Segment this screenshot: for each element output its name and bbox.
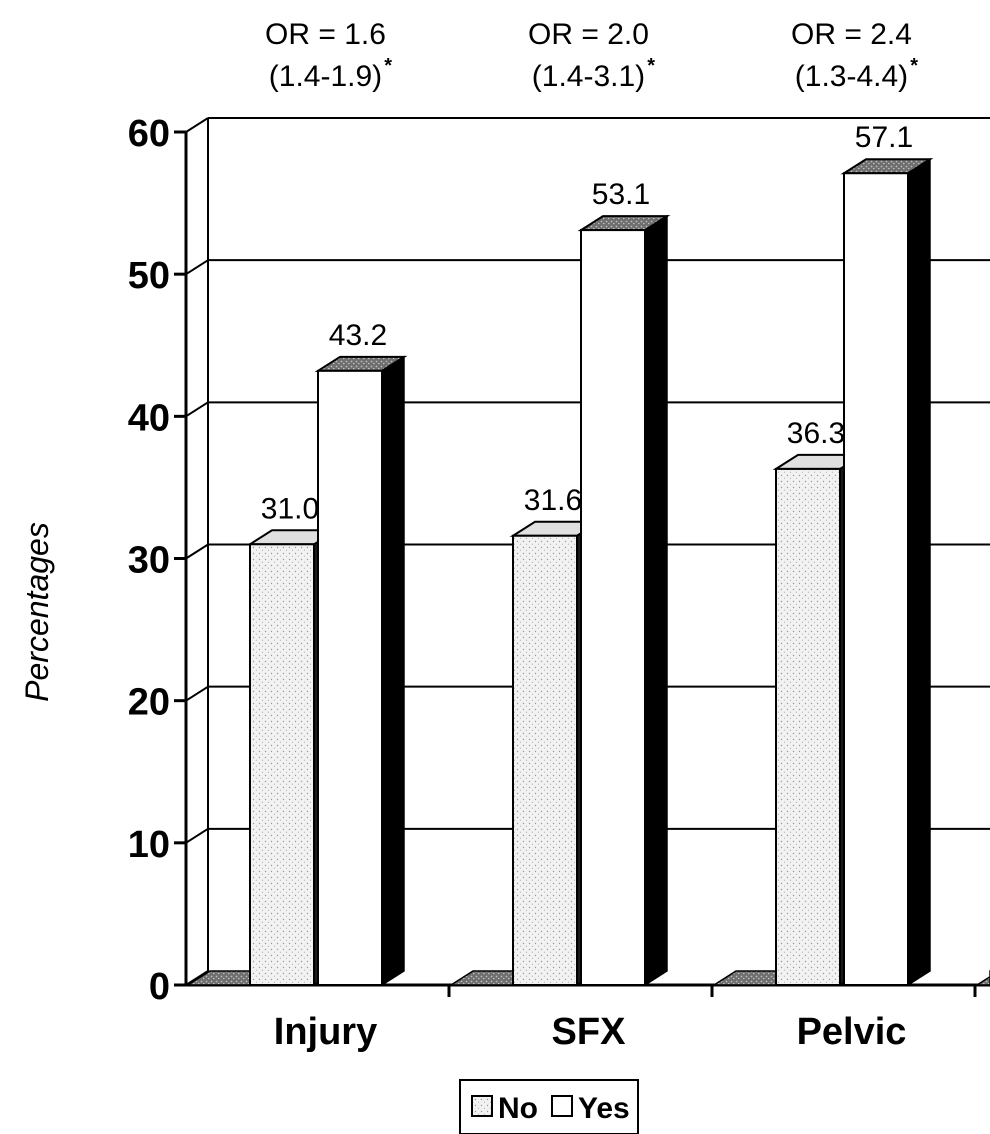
bar-yes-pelvic-side bbox=[907, 157, 931, 987]
value-label-yes-pelvic: 57.1 bbox=[855, 121, 913, 154]
y-tick-label-20: 20 bbox=[128, 682, 170, 724]
value-label-yes-sfx: 53.1 bbox=[592, 178, 650, 211]
y-tick-label-30: 30 bbox=[128, 540, 170, 582]
legend-swatch-no bbox=[471, 1095, 493, 1117]
bar-yes-injury-side bbox=[381, 355, 405, 987]
ci-annotation-pelvic: (1.3-4.4) bbox=[795, 60, 908, 93]
y-tick-label-40: 40 bbox=[128, 397, 170, 439]
legend-label-no: No bbox=[498, 1092, 538, 1125]
y-axis-label: Percentages bbox=[19, 522, 55, 702]
legend: No Yes bbox=[459, 1079, 639, 1134]
category-label-sfx: SFX bbox=[552, 1011, 627, 1053]
y-tick-label-50: 50 bbox=[128, 255, 170, 297]
ci-annotation-sfx: (1.4-3.1) bbox=[532, 60, 645, 93]
value-label-no-sfx: 31.6 bbox=[524, 484, 582, 517]
y-tick-label-10: 10 bbox=[128, 824, 170, 866]
bar-no-sfx bbox=[512, 534, 578, 987]
legend-label-yes: Yes bbox=[578, 1092, 630, 1125]
gridline-side-0 bbox=[185, 970, 209, 986]
floor-slab-3 bbox=[974, 970, 990, 986]
gridline-side-50 bbox=[185, 259, 209, 276]
or-annotation-pelvic: OR = 2.4 bbox=[791, 18, 912, 51]
gridline-side-30 bbox=[185, 543, 209, 560]
bar-no-injury bbox=[249, 543, 315, 986]
bar-yes-sfx-side bbox=[644, 214, 668, 987]
value-label-no-pelvic: 36.3 bbox=[787, 417, 845, 450]
significance-marker-injury: * bbox=[384, 55, 392, 77]
legend-swatch-yes bbox=[551, 1095, 573, 1117]
gridline-side-40 bbox=[185, 401, 209, 418]
bar-no-pelvic bbox=[775, 467, 841, 986]
category-label-injury: Injury bbox=[274, 1011, 377, 1053]
or-annotation-injury: OR = 1.6 bbox=[265, 18, 386, 51]
axes: 0 10 20 30 40 50 60 bbox=[128, 113, 990, 1008]
gridline-side-20 bbox=[185, 685, 209, 702]
bar-yes-injury bbox=[317, 369, 383, 986]
gridline-side-10 bbox=[185, 827, 209, 844]
value-label-yes-injury: 43.2 bbox=[329, 319, 387, 352]
value-label-no-injury: 31.0 bbox=[261, 492, 319, 525]
y-tick-label-60: 60 bbox=[128, 113, 170, 155]
bars bbox=[246, 157, 934, 987]
significance-marker-sfx: * bbox=[647, 55, 655, 77]
y-tick-label-0: 0 bbox=[149, 966, 170, 1008]
category-label-pelvic: Pelvic bbox=[797, 1011, 907, 1053]
bar-yes-sfx bbox=[580, 229, 646, 987]
ci-annotation-injury: (1.4-1.9) bbox=[269, 60, 382, 93]
bar-yes-pelvic bbox=[843, 172, 909, 986]
gridline-side-60 bbox=[185, 117, 209, 133]
significance-marker-pelvic: * bbox=[910, 55, 918, 77]
or-annotation-sfx: OR = 2.0 bbox=[528, 18, 649, 51]
